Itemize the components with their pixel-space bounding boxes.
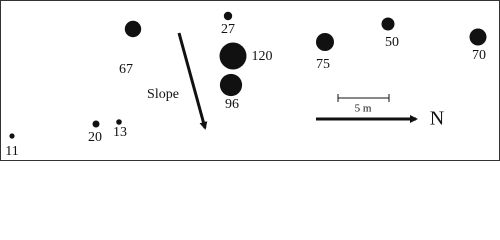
figure: 11 20 13 67 27 120 96 75 50 70 Slope 5 m N	[0, 0, 500, 161]
point-label: 70	[472, 48, 486, 63]
point-label: 20	[88, 130, 102, 145]
scale-label: 5 m	[355, 103, 372, 115]
point	[124, 20, 142, 38]
point	[219, 42, 247, 70]
north-label: N	[430, 108, 444, 130]
point	[219, 73, 243, 97]
frame	[0, 0, 500, 161]
points: 11 20 13 67 27 120 96 75 50 70	[5, 11, 487, 159]
point	[469, 28, 487, 46]
point	[381, 17, 395, 31]
point-label: 13	[113, 125, 127, 140]
point-label: 75	[316, 57, 330, 72]
scale-bar	[337, 94, 390, 102]
point	[9, 133, 15, 139]
point-label: 27	[221, 22, 235, 37]
point-label: 50	[385, 35, 399, 50]
point-label: 11	[5, 144, 18, 159]
point-label: 67	[119, 62, 133, 77]
point	[116, 119, 122, 125]
slope-label: Slope	[147, 87, 179, 102]
point	[223, 11, 233, 21]
point	[92, 120, 100, 128]
slope-arrow	[177, 32, 208, 130]
point-label: 96	[225, 97, 239, 112]
point	[316, 33, 334, 51]
point-label: 120	[252, 49, 273, 64]
